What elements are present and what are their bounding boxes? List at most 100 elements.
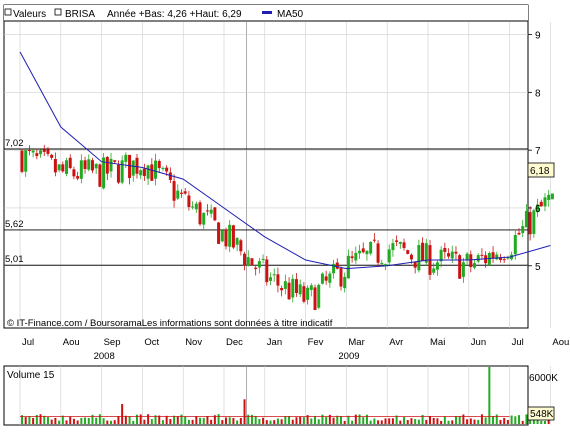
candle-body xyxy=(94,163,98,169)
candle-body xyxy=(157,161,161,169)
volume-bar xyxy=(95,417,98,424)
candle-body xyxy=(172,181,176,201)
candle-body xyxy=(191,206,195,208)
volume-bar xyxy=(232,417,235,424)
volume-bar xyxy=(362,417,365,424)
x-tick-label: Jun xyxy=(471,337,486,348)
y-tick-label: 5 xyxy=(535,262,541,273)
candle-body xyxy=(543,197,547,207)
candle-body xyxy=(109,158,113,172)
volume-bar xyxy=(202,417,205,424)
year-range-text: Année +Bas: 4,26 +Haut: 6,29 xyxy=(107,9,242,20)
volume-bar xyxy=(110,420,113,424)
volume-bar xyxy=(414,419,417,424)
volume-bar xyxy=(228,417,231,424)
volume-bar xyxy=(69,416,72,424)
volume-bar xyxy=(150,419,153,424)
volume-bar xyxy=(254,416,257,424)
candle-body xyxy=(480,254,484,256)
volume-bar xyxy=(113,420,116,424)
candle-body xyxy=(409,254,413,260)
candle-body xyxy=(383,264,387,266)
volume-bar xyxy=(258,419,261,424)
volume-bar xyxy=(61,415,64,424)
volume-bar xyxy=(121,404,124,424)
candle-body xyxy=(57,164,61,171)
candle-body xyxy=(194,203,198,210)
candle-body xyxy=(435,262,439,270)
volume-bar xyxy=(284,416,287,424)
ma50-legend-swatch xyxy=(262,11,272,14)
candle-body xyxy=(424,243,428,263)
volume-bar xyxy=(310,418,313,424)
x-tick-label: Mar xyxy=(348,337,364,348)
candle-body xyxy=(102,157,106,189)
x-tick-label: Fev xyxy=(308,337,324,348)
volume-bar xyxy=(91,414,94,424)
candle-body xyxy=(198,202,202,225)
candle-body xyxy=(498,257,502,260)
candle-body xyxy=(350,256,354,259)
candle-body xyxy=(131,160,135,176)
x-tick-label: Mai xyxy=(430,337,445,348)
candle-body xyxy=(339,268,343,287)
candle-body xyxy=(328,273,332,283)
volume-bar xyxy=(117,416,120,424)
volume-bar xyxy=(543,420,546,424)
volume-bar xyxy=(239,417,242,424)
candle-body xyxy=(98,164,102,187)
volume-bar xyxy=(165,415,168,424)
candle-body xyxy=(116,164,120,183)
candle-body xyxy=(87,159,91,170)
volume-bar xyxy=(325,417,328,424)
candle-body xyxy=(369,241,373,254)
candle-body xyxy=(461,262,465,277)
volume-vertical-grid xyxy=(19,366,551,425)
candle-body xyxy=(343,276,347,289)
volume-bar xyxy=(454,416,457,424)
candle-body xyxy=(354,252,358,261)
volume-bar xyxy=(262,417,265,424)
volume-bar xyxy=(221,420,224,424)
volume-bar xyxy=(321,414,324,424)
candle-body xyxy=(447,253,451,257)
candle-body xyxy=(473,263,477,268)
volume-bar xyxy=(499,419,502,424)
volume-bar xyxy=(195,416,198,424)
volume-bar xyxy=(417,419,420,424)
candle-body xyxy=(358,250,362,254)
volume-bar xyxy=(410,418,413,424)
volume-bar xyxy=(314,415,317,424)
volume-bar xyxy=(518,415,521,424)
volume-bar xyxy=(102,418,105,424)
candle-body xyxy=(135,157,139,174)
candle-body xyxy=(391,243,395,251)
volume-bar xyxy=(84,417,87,424)
candlestick-series xyxy=(20,144,554,311)
volume-bar xyxy=(380,420,383,424)
volume-bar xyxy=(199,417,202,424)
candle-body xyxy=(443,247,447,252)
volume-bar xyxy=(332,417,335,424)
candle-body xyxy=(239,240,243,252)
volume-bar xyxy=(525,414,528,424)
volume-bar xyxy=(187,419,190,424)
volume-bar xyxy=(488,367,491,424)
valeurs-marker-icon xyxy=(4,8,12,16)
candle-body xyxy=(105,156,109,174)
volume-max-label: 6000K xyxy=(529,373,558,384)
x-tick-label: Dec xyxy=(226,337,243,348)
candle-body xyxy=(205,210,209,212)
candle-body xyxy=(68,157,72,169)
candle-body xyxy=(53,159,57,173)
candle-body xyxy=(46,149,50,154)
x-tick-label: Jul xyxy=(512,337,524,348)
year-label: 2009 xyxy=(338,351,359,362)
volume-bar xyxy=(436,418,439,424)
candle-body xyxy=(402,242,406,248)
candle-body xyxy=(365,250,369,255)
x-tick-label: Jan xyxy=(267,337,282,348)
volume-bar xyxy=(124,415,127,424)
candle-body xyxy=(372,239,376,241)
